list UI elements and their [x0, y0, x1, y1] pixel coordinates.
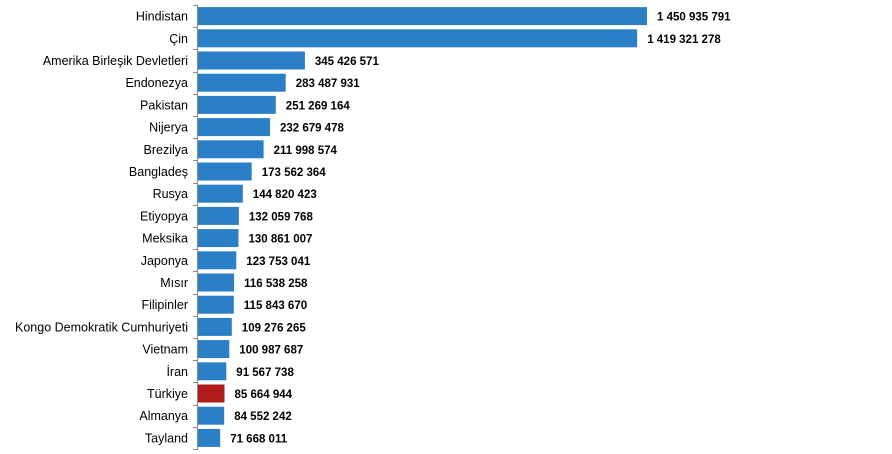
value-label: 115 843 670	[244, 300, 307, 312]
category-label: Kongo Demokratik Cumhuriyeti	[15, 320, 188, 334]
bar-14	[198, 317, 232, 336]
bar-7	[198, 162, 252, 181]
value-label: 1 450 935 791	[657, 12, 731, 24]
value-label: 91 567 738	[236, 367, 294, 379]
bar-2	[198, 51, 305, 70]
value-label: 130 861 007	[249, 234, 313, 246]
value-label: 84 552 242	[234, 411, 292, 423]
bar-13	[198, 295, 234, 314]
bar-9	[198, 206, 239, 225]
bar-16	[198, 362, 227, 381]
category-label: Almanya	[139, 409, 188, 423]
value-label: 251 269 164	[286, 100, 351, 112]
category-label: Bangladeş	[129, 165, 188, 179]
value-label: 100 987 687	[239, 345, 303, 357]
value-label: 132 059 768	[249, 211, 314, 223]
bar-17	[198, 384, 225, 403]
bar-4	[198, 95, 276, 114]
category-label: Filipinler	[141, 298, 188, 312]
bar-11	[198, 251, 237, 270]
bar-10	[198, 229, 239, 248]
category-label: Nijerya	[149, 121, 188, 135]
bar-15	[198, 340, 230, 359]
bar-8	[198, 184, 243, 203]
category-label: Tayland	[145, 431, 188, 445]
bar-6	[198, 140, 264, 159]
value-label: 232 679 478	[280, 123, 345, 135]
category-label: Brezilya	[144, 143, 189, 157]
category-label: Pakistan	[140, 98, 188, 112]
category-label: Meksika	[142, 232, 188, 246]
value-label: 144 820 423	[253, 189, 317, 201]
value-label: 85 664 944	[235, 389, 293, 401]
category-label: Etiyopya	[140, 209, 188, 223]
value-label: 123 753 041	[246, 256, 311, 268]
bar-5	[198, 118, 270, 137]
bar-19	[198, 428, 221, 447]
bar-0	[198, 7, 647, 26]
bar-18	[198, 406, 225, 425]
bar-12	[198, 273, 235, 292]
value-label: 283 487 931	[296, 78, 361, 90]
category-label: Amerika Birleşik Devletleri	[43, 54, 188, 68]
value-label: 173 562 364	[262, 167, 327, 179]
value-label: 71 668 011	[230, 433, 288, 445]
category-label: Endonezya	[125, 76, 188, 90]
bar-1	[198, 29, 638, 48]
value-label: 116 538 258	[244, 278, 308, 290]
category-label: Mısır	[160, 276, 188, 290]
category-label: İran	[166, 365, 188, 379]
category-label: Çin	[169, 32, 188, 46]
value-label: 345 426 571	[315, 56, 380, 68]
category-label: Hindistan	[136, 10, 188, 24]
value-label: 211 998 574	[274, 145, 338, 157]
value-label: 1 419 321 278	[647, 34, 721, 46]
value-label: 109 276 265	[242, 322, 307, 334]
bar-3	[198, 73, 286, 92]
category-label: Vietnam	[142, 343, 188, 357]
category-label: Japonya	[141, 254, 188, 268]
category-label: Türkiye	[147, 387, 188, 401]
category-label: Rusya	[153, 187, 188, 201]
